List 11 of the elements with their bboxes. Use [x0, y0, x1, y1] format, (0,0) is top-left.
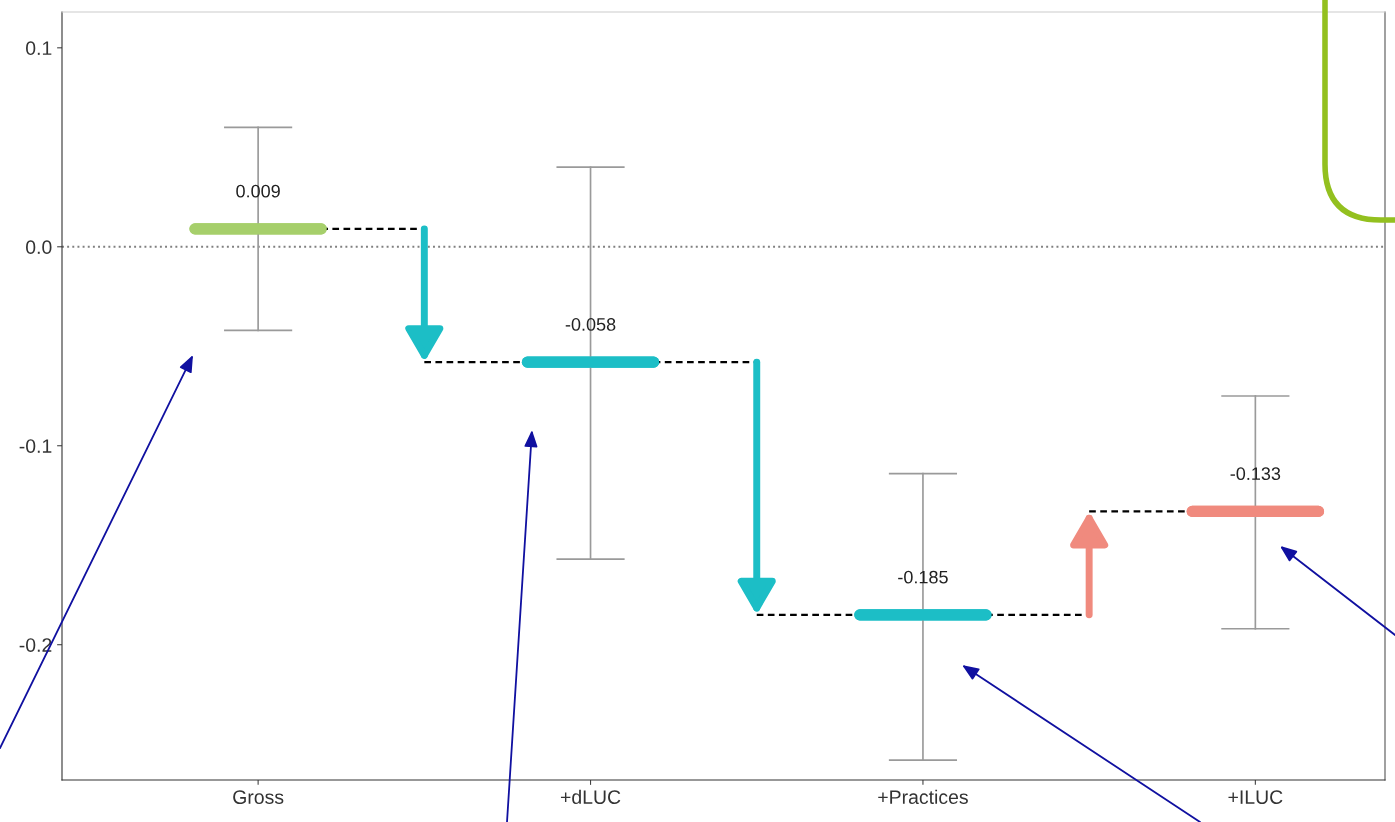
y-tick-label: 0.1	[26, 41, 52, 56]
x-tick-label: +Practices	[878, 789, 968, 804]
text: -0.133	[1230, 467, 1281, 481]
text: -0.058	[565, 318, 616, 331]
y-tick-label: -0.1	[19, 439, 52, 453]
text: 0.009	[236, 184, 280, 198]
x-tick-label: +ILUC	[1228, 790, 1283, 804]
y-tick-label: 0.0	[26, 240, 52, 255]
x-tick-label: +dLUC	[560, 789, 621, 804]
text: -0.185	[898, 570, 948, 584]
x-tick-label: Gross	[233, 790, 284, 804]
